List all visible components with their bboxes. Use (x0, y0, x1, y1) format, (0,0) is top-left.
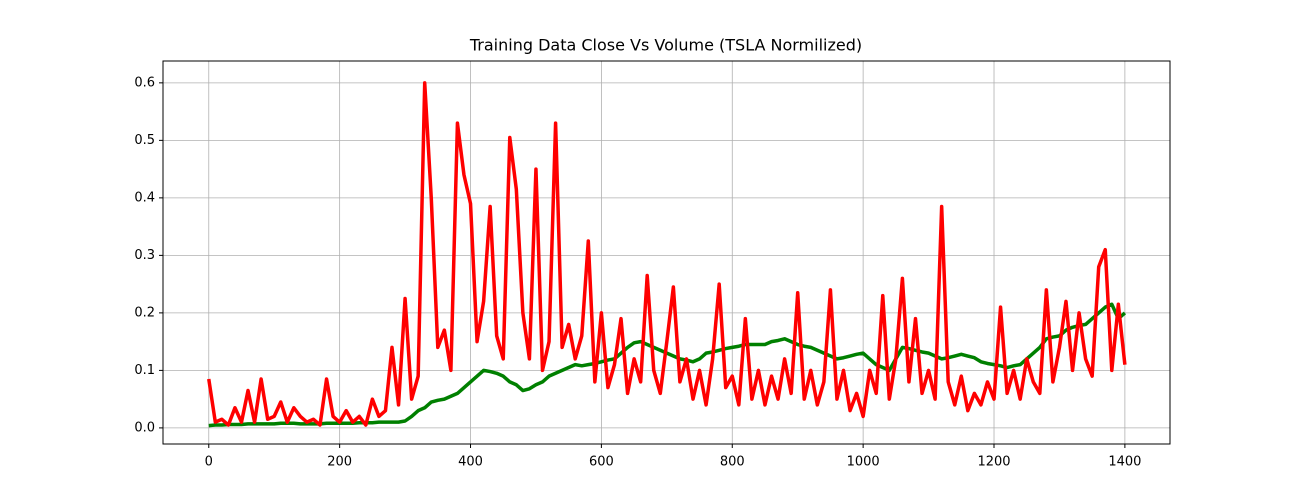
x-tick-label: 1000 (847, 455, 880, 470)
y-tick-label: 0.6 (134, 75, 155, 90)
y-tick-label: 0.2 (134, 305, 155, 320)
y-tick-label: 0.4 (134, 190, 155, 205)
line-series (207, 81, 1127, 427)
x-tick-label: 600 (589, 455, 614, 470)
chart-title: Training Data Close Vs Volume (TSLA Norm… (469, 36, 862, 55)
x-tick-label: 400 (458, 455, 483, 470)
x-tick-label: 0 (205, 455, 213, 470)
y-tick-label: 0.5 (134, 133, 155, 148)
plot-frame (162, 60, 1171, 445)
x-tick-label: 800 (720, 455, 745, 470)
y-tick-label: 0.3 (134, 248, 155, 263)
x-tick-label: 1200 (977, 455, 1010, 470)
y-tick-label: 0.0 (134, 420, 155, 435)
x-tick-label: 200 (327, 455, 352, 470)
line-series (208, 302, 1127, 428)
y-tick-label: 0.1 (134, 363, 155, 378)
x-tick-label: 1400 (1108, 455, 1141, 470)
